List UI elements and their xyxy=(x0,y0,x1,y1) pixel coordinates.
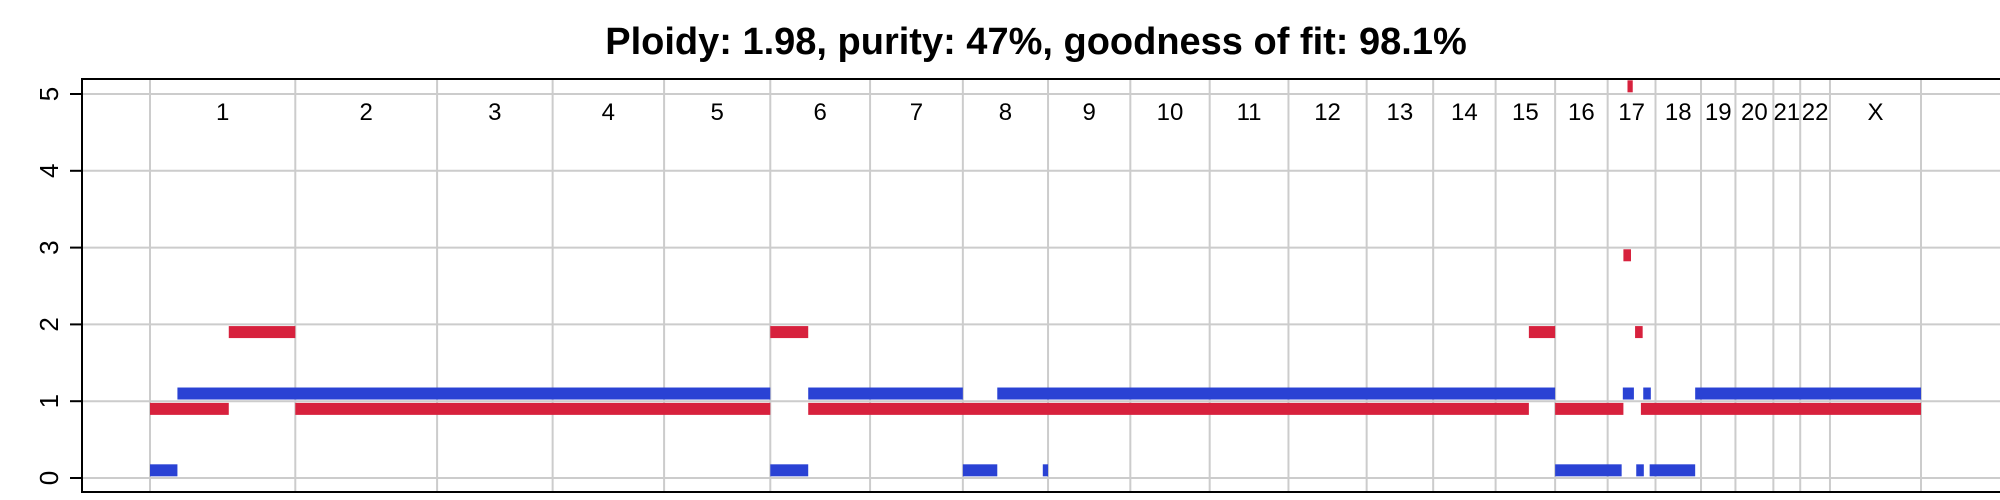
major-cn-segment xyxy=(295,402,771,415)
major-cn-segment xyxy=(1635,326,1643,339)
chart-title: Ploidy: 1.98, purity: 47%, goodness of f… xyxy=(605,21,1467,63)
chromosome-label: 6 xyxy=(813,99,826,126)
gridlines xyxy=(82,79,2000,492)
major-cn-segment xyxy=(228,326,296,339)
minor-cn-segment xyxy=(997,387,1556,400)
y-tick-label: 0 xyxy=(34,471,64,485)
y-tick-label: 3 xyxy=(34,240,64,254)
chromosome-label: 4 xyxy=(602,99,615,126)
minor-cn-segment xyxy=(1643,387,1651,400)
chromosome-label: 14 xyxy=(1451,99,1478,126)
chromosome-label: 15 xyxy=(1512,99,1539,126)
chromosome-label: 22 xyxy=(1802,99,1829,126)
chromosome-label: 13 xyxy=(1387,99,1414,126)
minor-cn-segment xyxy=(1042,464,1049,477)
plot-frame xyxy=(81,78,2000,493)
chromosome-label: 21 xyxy=(1773,99,1800,126)
chromosome-label: 10 xyxy=(1157,99,1184,126)
chromosome-label: 17 xyxy=(1618,99,1645,126)
chromosome-label: 7 xyxy=(910,99,923,126)
minor-cn-segment xyxy=(1649,464,1696,477)
major-cn-segment xyxy=(808,402,1529,415)
y-tick-label: 4 xyxy=(34,164,64,178)
chromosome-label: 18 xyxy=(1665,99,1692,126)
y-tick-label: 2 xyxy=(34,317,64,331)
y-tick-label: 1 xyxy=(34,394,64,408)
major-cn-segment xyxy=(1528,326,1556,339)
minor-cn-segment xyxy=(808,387,963,400)
chromosome-label: 9 xyxy=(1083,99,1096,126)
minor-cn-segment xyxy=(770,464,809,477)
minor-cn-segment xyxy=(1555,464,1622,477)
chromosome-label: 3 xyxy=(488,99,501,126)
minor-cn-segment xyxy=(177,387,771,400)
y-axis: 0 1 2 3 4 5 xyxy=(34,87,82,485)
minor-cn-segment xyxy=(962,464,998,477)
major-cn-segment xyxy=(1627,80,1633,93)
y-tick-label: 5 xyxy=(34,87,64,101)
chromosome-label: 20 xyxy=(1741,99,1768,126)
chromosome-label: 5 xyxy=(711,99,724,126)
chromosome-label: 8 xyxy=(999,99,1012,126)
segments xyxy=(150,80,1921,477)
minor-cn-segment xyxy=(1695,387,1921,400)
major-cn-segment xyxy=(1623,249,1631,262)
minor-cn-segment xyxy=(1622,387,1634,400)
minor-cn-segment xyxy=(1636,464,1644,477)
chromosome-label: 11 xyxy=(1237,99,1262,126)
major-cn-segment xyxy=(150,402,229,415)
chromosome-label: 19 xyxy=(1705,99,1732,126)
chromosome-label: 1 xyxy=(216,99,229,126)
major-cn-segment xyxy=(770,326,809,339)
minor-cn-segment xyxy=(150,464,178,477)
major-cn-segment xyxy=(1555,402,1624,415)
chromosome-label: 12 xyxy=(1314,99,1341,126)
major-cn-segment xyxy=(1640,402,1921,415)
chromosome-label: 2 xyxy=(360,99,373,126)
chromosome-label: 16 xyxy=(1568,99,1595,126)
chromosome-label: X xyxy=(1867,99,1883,126)
chromosome-labels: 1 2 3 4 5 6 7 8 9 10 11 12 13 14 15 16 17 18 19 20 21 22 X xyxy=(216,99,1884,126)
